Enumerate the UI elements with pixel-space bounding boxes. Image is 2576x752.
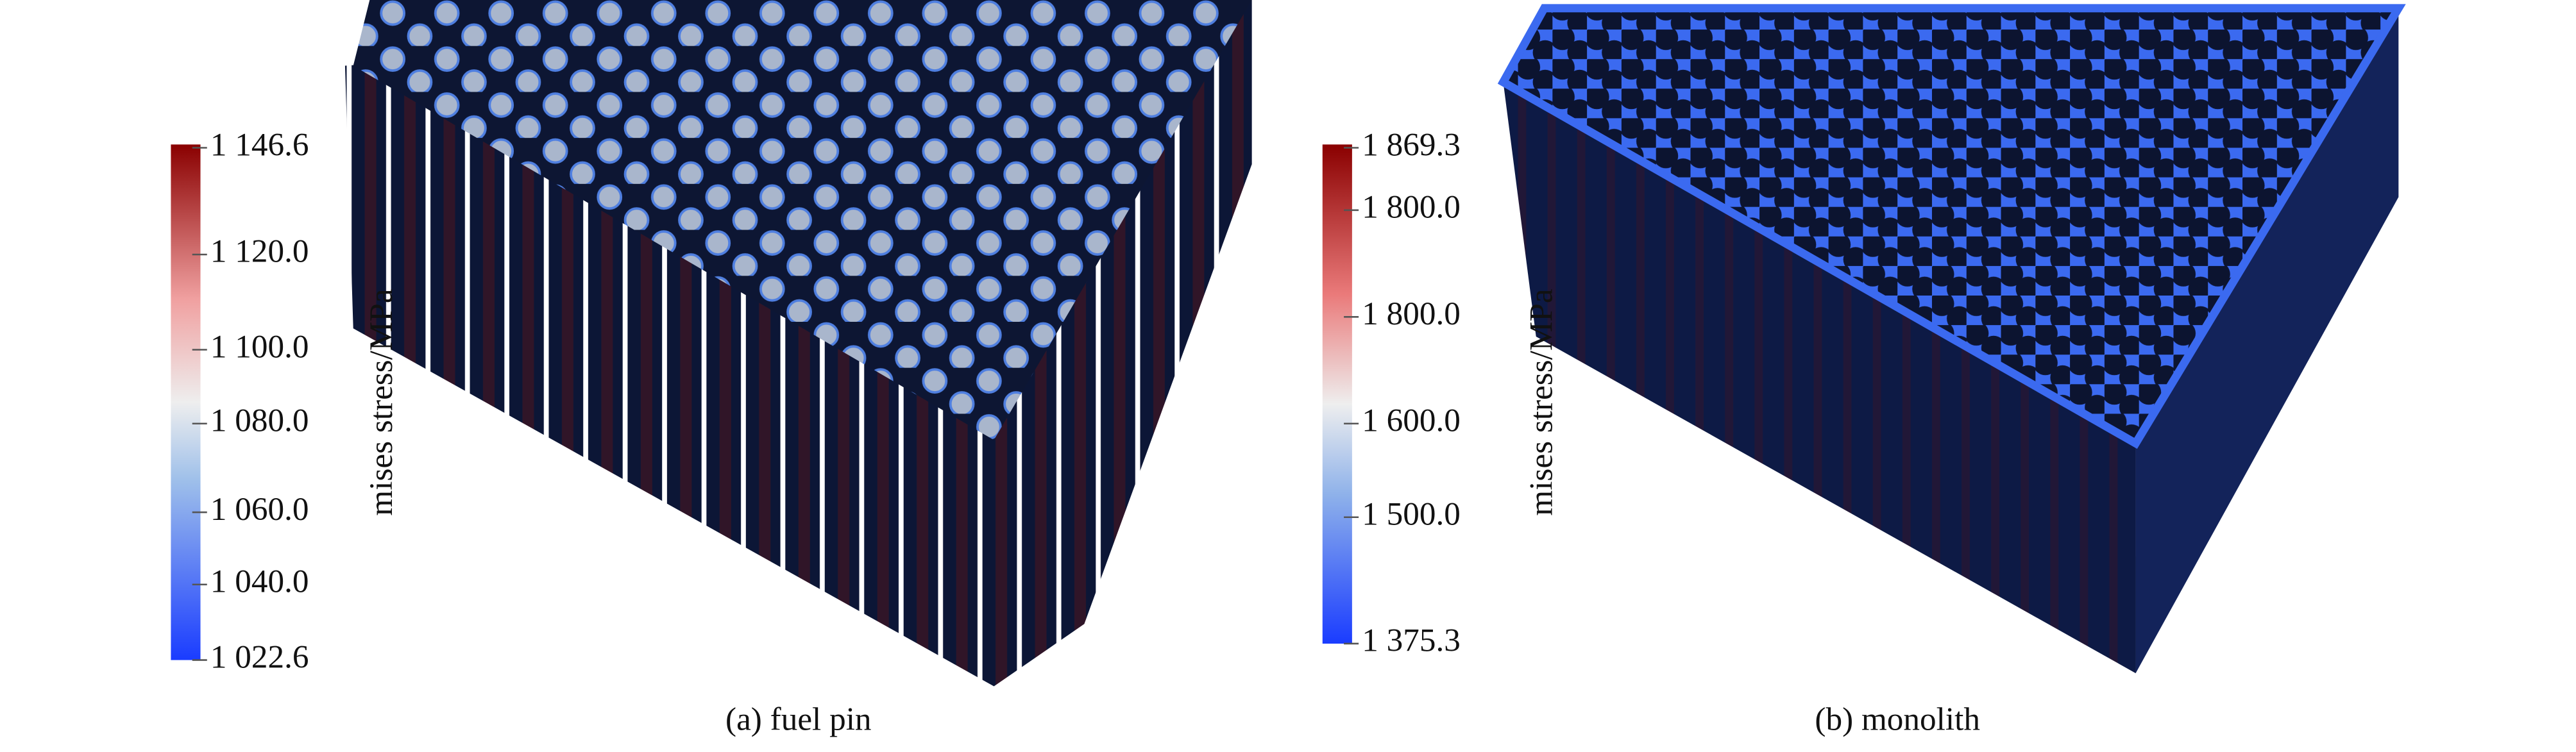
colorbar-tick-label: 1 500.0 bbox=[1362, 496, 1461, 533]
colorbar-label: mises stress/MPa bbox=[1523, 288, 1559, 516]
colorbar-tick-label: 1 800.0 bbox=[1362, 296, 1461, 332]
colorbar-tick-label: 1 060.0 bbox=[210, 491, 309, 528]
caption: (a) fuel pin bbox=[725, 701, 872, 738]
colorbar-ticks: 1 146.6 1 120.0 1 100.0 1 080.0 1 060.0 1 040… bbox=[192, 126, 309, 675]
colorbar-tick-label: 1 040.0 bbox=[210, 564, 309, 600]
colorbar-label: mises stress/MPa bbox=[363, 288, 400, 516]
colorbar-tick-label: 1 800.0 bbox=[1362, 189, 1461, 226]
colorbar bbox=[171, 144, 201, 660]
colorbar-tick-label: 1 600.0 bbox=[1362, 403, 1461, 439]
monolith-render bbox=[1497, 4, 2406, 674]
colorbar-tick-label: 1 869.3 bbox=[1362, 126, 1461, 163]
colorbar bbox=[1322, 144, 1352, 644]
colorbar-tick-label: 1 146.6 bbox=[210, 126, 309, 163]
colorbar-tick-label: 1 022.6 bbox=[210, 639, 309, 675]
caption: (b) monolith bbox=[1815, 701, 1980, 738]
colorbar-ticks: 1 869.3 1 800.0 1 800.0 1 600.0 1 500.0 1 375… bbox=[1344, 126, 1461, 659]
fuel-pin-render bbox=[344, 0, 1252, 687]
colorbar-tick-label: 1 375.3 bbox=[1362, 622, 1461, 659]
colorbar-tick-label: 1 080.0 bbox=[210, 403, 309, 439]
colorbar-tick-label: 1 120.0 bbox=[210, 233, 309, 270]
colorbar-tick-label: 1 100.0 bbox=[210, 328, 309, 365]
